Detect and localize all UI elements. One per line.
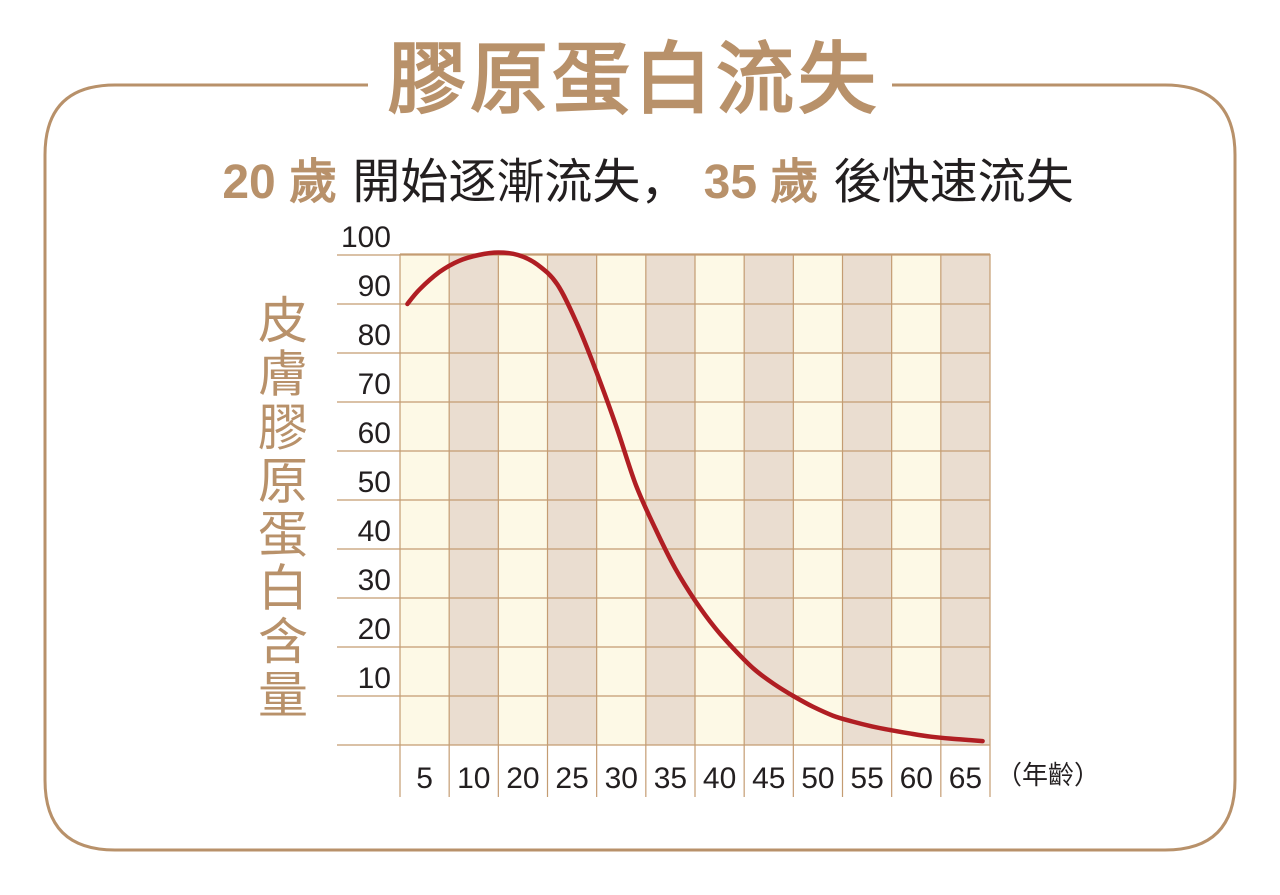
y-axis-label-char: 原 — [258, 453, 308, 511]
page-title: 膠原蛋白流失 — [388, 34, 880, 125]
y-axis-label-char: 膠 — [258, 399, 308, 457]
collagen-curve — [405, 250, 985, 744]
x-tick-label: 5 — [416, 762, 433, 795]
y-tick-label: 10 — [358, 662, 391, 695]
card-border — [43, 83, 1237, 852]
subtitle-text-1: 開始逐漸流失， — [352, 154, 688, 210]
x-tick-label: 50 — [801, 762, 834, 795]
y-tick-label: 90 — [358, 270, 391, 303]
x-axis-ticks: 5 10 20 25 30 35 40 45 50 55 60 65 — [416, 762, 982, 795]
y-axis-label-char: 含 — [258, 613, 308, 671]
y-tick-label: 40 — [358, 515, 391, 548]
x-tick-label: 30 — [605, 762, 638, 795]
y-axis-label-char: 皮 — [258, 292, 308, 350]
subtitle-age-35: 35 歲 — [704, 156, 819, 209]
x-tick-label: 35 — [654, 762, 687, 795]
subtitle: 20 歲 開始逐漸流失， 35 歲 後快速流失 — [222, 154, 1073, 210]
y-tick-label: 100 — [341, 221, 391, 254]
subtitle-age-20: 20 歲 — [222, 156, 337, 209]
y-axis-label-char: 蛋 — [258, 506, 308, 564]
y-tick-label: 60 — [358, 417, 391, 450]
plot-grid — [337, 253, 991, 797]
x-tick-label: 65 — [949, 762, 982, 795]
x-tick-label: 60 — [900, 762, 933, 795]
x-tick-label: 20 — [506, 762, 539, 795]
x-axis-unit-label: （年齡） — [996, 760, 1100, 790]
y-axis-label-char: 膚 — [258, 346, 308, 404]
x-tick-label: 10 — [457, 762, 490, 795]
y-tick-label: 50 — [358, 466, 391, 499]
y-axis-label-char: 量 — [258, 667, 308, 725]
y-tick-label: 20 — [358, 613, 391, 646]
x-tick-label: 25 — [555, 762, 588, 795]
x-tick-label: 55 — [850, 762, 883, 795]
y-tick-label: 70 — [358, 368, 391, 401]
y-tick-label: 30 — [358, 564, 391, 597]
y-axis-label-char: 白 — [258, 560, 308, 618]
y-tick-label: 80 — [358, 319, 391, 352]
subtitle-text-2: 後快速流失 — [834, 154, 1074, 210]
x-tick-label: 45 — [752, 762, 785, 795]
x-tick-label: 40 — [703, 762, 736, 795]
y-axis-ticks: 100 90 80 70 60 50 40 30 20 10 — [341, 221, 391, 695]
